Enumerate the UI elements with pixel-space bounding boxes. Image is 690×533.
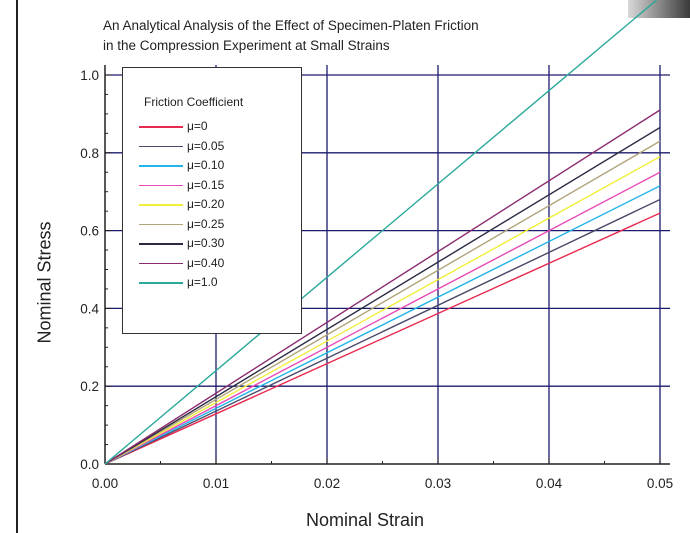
series-line <box>104 185 661 464</box>
chart-subtitle: in the Compression Experiment at Small S… <box>103 38 390 53</box>
legend-swatch <box>139 165 183 167</box>
x-tick-label: 0.01 <box>203 476 229 491</box>
series-line <box>104 140 661 464</box>
legend-label: μ=0.40 <box>187 255 225 270</box>
series-line <box>104 212 661 464</box>
x-tick-label: 0.03 <box>425 476 451 491</box>
x-tick-label: 0.05 <box>647 476 673 491</box>
legend-label: μ=0.25 <box>187 216 225 231</box>
legend-swatch <box>139 145 183 148</box>
x-tick-label: 0.00 <box>92 476 118 491</box>
y-axis-label: Nominal Stress <box>34 221 55 344</box>
legend-label: μ=0.05 <box>187 138 225 153</box>
y-tick-label: 0.0 <box>80 457 99 472</box>
legend-swatch <box>139 282 183 284</box>
y-tick-label: 0.8 <box>80 146 99 161</box>
page-divider <box>16 0 18 533</box>
legend-label: μ=0.10 <box>187 158 225 172</box>
x-axis-label: Nominal Strain <box>306 510 425 530</box>
legend-label: μ=1.0 <box>187 275 218 289</box>
y-tick-label: 0.2 <box>80 379 99 394</box>
legend-label: μ=0.15 <box>187 177 225 192</box>
legend-label: μ=0 <box>187 119 208 133</box>
y-tick-label: 0.6 <box>80 224 99 239</box>
chart-title: An Analytical Analysis of the Effect of … <box>103 18 479 33</box>
legend-label: μ=0.20 <box>187 197 225 211</box>
legend: Friction Coefficient μ=0 μ=0.05 μ=0.10 μ=0.… <box>122 67 302 334</box>
series-line <box>104 198 661 464</box>
legend-swatch <box>139 223 183 226</box>
series-line <box>104 126 661 464</box>
corner-photo-fragment <box>628 0 690 18</box>
legend-swatch <box>139 126 183 128</box>
y-tick-label: 1.0 <box>80 68 99 83</box>
legend-swatch <box>139 204 183 206</box>
series-line <box>104 156 661 464</box>
series-line <box>104 0 658 464</box>
series-line <box>104 171 661 464</box>
legend-title: Friction Coefficient <box>144 95 244 109</box>
series-line <box>104 109 661 464</box>
y-tick-label: 0.4 <box>80 301 99 316</box>
x-tick-label: 0.02 <box>314 476 340 491</box>
x-tick-label: 0.04 <box>536 476 563 491</box>
legend-swatch <box>139 184 183 187</box>
legend-swatch <box>139 262 183 265</box>
legend-label: μ=0.30 <box>187 236 225 250</box>
legend-swatch <box>139 243 183 245</box>
